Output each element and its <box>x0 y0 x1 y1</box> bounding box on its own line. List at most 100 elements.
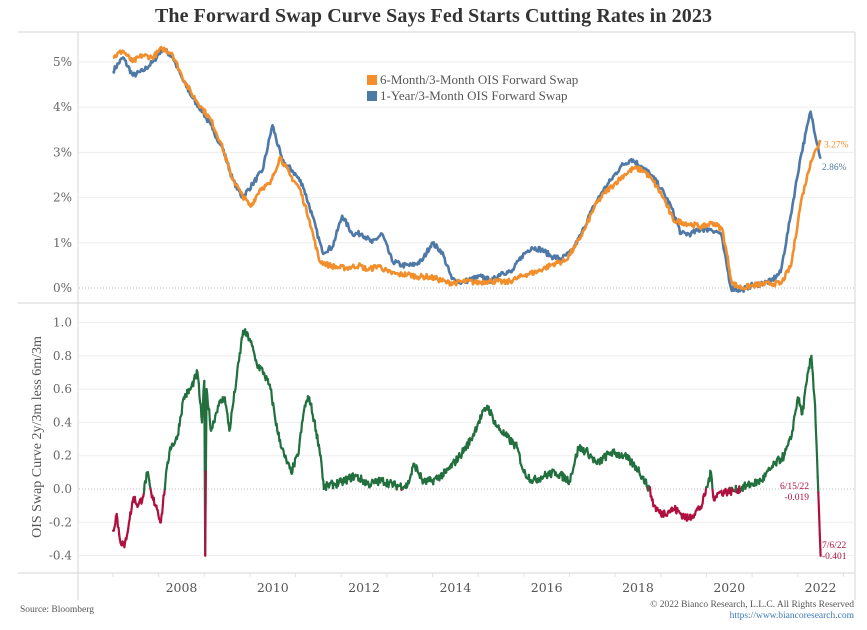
x-tick-label: 2016 <box>531 580 563 595</box>
spread-segment-positive <box>237 352 241 362</box>
spread-segment-positive <box>232 390 236 403</box>
top-y-tick-label: 4% <box>53 100 72 114</box>
top-y-tick-label: 1% <box>53 236 72 250</box>
spread-segment-positive <box>226 413 230 424</box>
spread-segment-positive <box>710 478 714 491</box>
spread-segment-positive <box>239 343 243 355</box>
spread-segment-positive <box>810 354 814 369</box>
bottom-y-tick-label: 0.8 <box>53 349 72 363</box>
bottom-panel-series <box>111 328 822 557</box>
spread-segment-positive <box>239 337 243 346</box>
spread-segment-negative <box>204 468 207 557</box>
spread-segment-positive <box>192 378 196 388</box>
spread-segment-positive <box>223 396 227 406</box>
spread-segment-negative <box>117 526 121 536</box>
top-y-tick-label: 5% <box>53 55 72 69</box>
spread-segment-positive <box>797 397 801 407</box>
annotation-date: 7/6/22 <box>822 541 847 551</box>
spread-segment-positive <box>144 471 148 484</box>
spread-segment-positive <box>802 395 806 410</box>
spread-segment-positive <box>709 471 713 481</box>
spread-segment-positive <box>197 382 201 397</box>
bottom-y-axis-label: OIS Swap Curve 2y/3m less 6m/3m <box>30 336 45 538</box>
spread-segment-positive <box>204 388 208 471</box>
spread-segment-positive <box>518 453 522 465</box>
spread-segment-positive <box>235 365 239 377</box>
spread-segment-positive <box>297 444 301 455</box>
spread-segment-negative <box>701 495 705 505</box>
spread-segment-positive <box>316 433 320 447</box>
legend-label-1y: 1-Year/3-Month OIS Forward Swap <box>380 88 568 103</box>
bottom-y-tick-label: -0.4 <box>49 549 73 563</box>
bottom-y-tick-label: 0.0 <box>53 482 72 496</box>
x-tick-label: 2010 <box>257 580 289 595</box>
annotation-value: -0.019 <box>784 493 809 503</box>
spread-segment-positive <box>198 394 202 404</box>
spread-segment-negative <box>159 513 163 524</box>
x-tick-label: 2012 <box>348 580 380 595</box>
bottom-y-tick-label: 1.0 <box>53 316 72 330</box>
legend-item-6m[interactable]: 6-Month/3-Month OIS Forward Swap <box>367 72 578 88</box>
spread-segment-positive <box>300 421 304 434</box>
x-axis-ticks: 2008 2010 2012 2014 2016 2018 2020 2022 <box>112 573 844 595</box>
x-tick-label: 2022 <box>805 580 837 595</box>
spread-segment-positive <box>180 402 184 416</box>
spread-segment-positive <box>167 451 171 461</box>
top-panel-y-ticks: 0% 1% 2% 3% 4% 5% <box>53 55 72 295</box>
spread-segment-negative <box>648 486 652 498</box>
legend-label-6m: 6-Month/3-Month OIS Forward Swap <box>380 72 579 87</box>
legend: 6-Month/3-Month OIS Forward Swap 1-Year/… <box>367 72 578 104</box>
top-y-tick-label: 2% <box>53 191 72 205</box>
spread-segment-negative <box>711 488 715 499</box>
spread-segment-positive <box>208 418 212 430</box>
spread-segment-negative <box>152 496 156 507</box>
bottom-panel-gridlines <box>79 322 854 557</box>
spread-segment-positive <box>814 424 818 443</box>
legend-item-1y[interactable]: 1-Year/3-Month OIS Forward Swap <box>367 88 578 104</box>
spread-segment-negative <box>817 491 821 516</box>
spread-segment-positive <box>795 400 799 410</box>
end-label-6m: 3.27% <box>824 140 849 150</box>
spread-segment-negative <box>704 486 708 496</box>
copyright-block: © 2022 Bianco Research, L.L.C. All Right… <box>650 600 854 622</box>
spread-segment-positive <box>812 388 816 398</box>
spread-segment-positive <box>318 447 322 457</box>
spread-segment-positive <box>298 431 302 441</box>
spread-segment-positive <box>813 395 817 407</box>
top-y-tick-label: 0% <box>53 281 72 295</box>
spread-segment-positive <box>208 408 211 422</box>
chart-title: The Forward Swap Curve Says Fed Starts C… <box>154 5 713 27</box>
spread-segment-positive <box>791 420 795 432</box>
spread-segment-positive <box>178 416 182 427</box>
spread-segment-negative <box>161 503 164 515</box>
spread-segment-positive <box>313 419 317 432</box>
spread-segment-positive <box>234 379 238 390</box>
spread-segment-positive <box>229 411 233 424</box>
spread-segment-positive <box>805 372 809 382</box>
spread-segment-positive <box>275 422 279 432</box>
spread-segment-positive <box>142 482 146 494</box>
bottom-y-tick-label: 0.4 <box>53 415 72 429</box>
legend-swatch-blue <box>367 91 377 101</box>
annotations: 6/15/22-0.019 7/6/22-0.401 <box>780 482 847 562</box>
spread-segment-positive <box>293 457 297 468</box>
copyright-text: © 2022 Bianco Research, L.L.C. All Right… <box>650 600 854 610</box>
spread-segment-positive <box>813 404 817 427</box>
bottom-y-tick-label: 0.6 <box>53 382 72 396</box>
spread-segment-positive <box>815 440 819 458</box>
spread-segment-positive <box>569 473 573 483</box>
x-tick-label: 2020 <box>713 580 745 595</box>
spread-segment-positive <box>811 366 815 376</box>
bottom-panel-y-ticks: -0.4 -0.2 0.0 0.2 0.4 0.6 0.8 1.0 <box>49 316 73 563</box>
bottom-y-tick-label: -0.2 <box>49 515 72 529</box>
spread-segment-positive <box>310 402 314 414</box>
website-link[interactable]: https://www.biancoresearch.com <box>729 611 854 621</box>
spread-segment-positive <box>320 460 324 470</box>
legend-swatch-orange <box>367 75 377 85</box>
spread-segment-positive <box>345 475 349 485</box>
spread-segment-negative <box>818 533 822 557</box>
x-tick-label: 2018 <box>622 580 654 595</box>
top-y-tick-label: 3% <box>53 145 72 159</box>
spread-segment-positive <box>410 466 414 476</box>
